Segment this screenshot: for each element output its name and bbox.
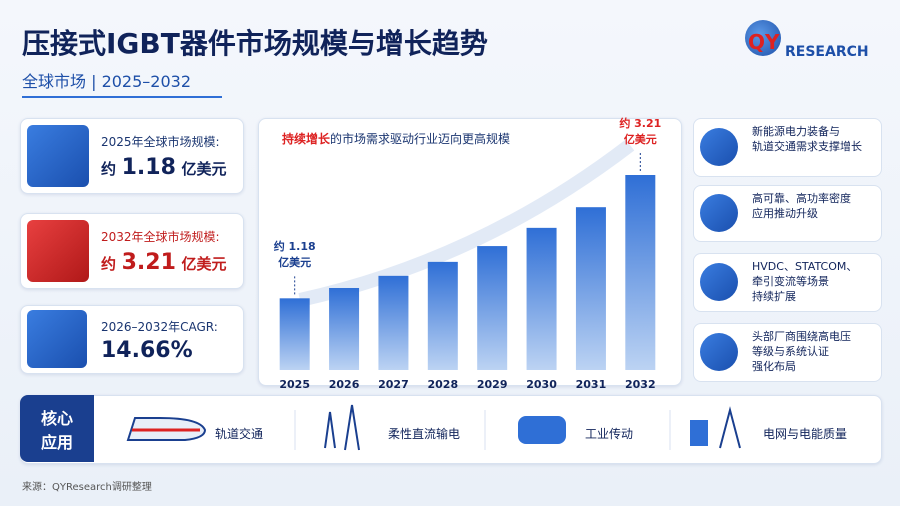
application: 柔性直流输电 — [388, 427, 461, 441]
application: 轨道交通 — [215, 427, 264, 441]
driver-icon — [700, 332, 738, 371]
driver-text: 头部厂商围绕高电压 等级与系统认证 强化布局 — [752, 330, 851, 373]
stat-card: 2026–2032年CAGR: 14.66% — [20, 305, 244, 374]
icon — [27, 125, 89, 187]
x-tick-label: 2030 — [526, 378, 557, 391]
driver-text: HVDC、STATCOM、 牵引变流等场景 持续扩展 — [752, 260, 858, 303]
underline — [22, 96, 222, 98]
bar — [477, 246, 508, 370]
bar — [279, 298, 310, 370]
stat-card: 2025年全球市场规模: 约 1.18 亿美元 — [20, 118, 244, 194]
x-tick-label: 2031 — [576, 378, 607, 391]
bar — [329, 287, 360, 370]
driver-text: 新能源电力装备与 轨道交通需求支撑增长 — [752, 125, 862, 153]
driver-icon — [700, 127, 738, 166]
x-tick-label: 2025 — [279, 378, 310, 391]
bar — [575, 207, 606, 370]
bar — [526, 227, 557, 370]
logo-globe — [745, 20, 781, 56]
footer: 来源：QYResearch调研整理 — [22, 482, 152, 493]
trend-arrow — [298, 139, 635, 307]
prefix: 约 — [101, 255, 117, 273]
driver-icon — [700, 262, 738, 301]
grid-tower — [719, 406, 741, 449]
x-tick-label: 2026 — [329, 378, 360, 391]
title: 压接式IGBT器件市场规模与增长趋势 — [22, 27, 488, 60]
tower-icon — [324, 404, 360, 451]
icon — [27, 310, 87, 368]
chart-title-highlight: 持续增长 — [282, 132, 331, 146]
bar — [625, 175, 656, 370]
driver-icon — [700, 193, 738, 232]
motor-icon — [518, 416, 566, 444]
icon — [27, 220, 89, 282]
prefix: 约 — [101, 160, 117, 178]
unit: 亿美元 — [181, 160, 227, 178]
value-label: 约 3.21 亿美元 — [619, 117, 662, 146]
stat-label: 2026–2032年CAGR: — [101, 320, 218, 334]
subtitle: 全球市场 | 2025–2032 — [22, 72, 192, 91]
logo-text: RESEARCH — [785, 44, 869, 60]
driver-card — [693, 323, 882, 382]
value: 1.18 — [121, 155, 176, 180]
chart-title-rest: 的市场需求驱动行业迈向更高规模 — [330, 132, 511, 146]
x-tick-label: 2027 — [378, 378, 409, 391]
stat-label: 2025年全球市场规模: — [101, 135, 220, 149]
value: 3.21 — [121, 250, 176, 275]
grid-icon — [690, 420, 708, 446]
stat-value: 14.66% — [101, 338, 193, 363]
driver-text: 高可靠、高功率密度 应用推动升级 — [752, 192, 851, 220]
applications-title: 核心 应用 — [20, 395, 94, 462]
application: 电网与电能质量 — [763, 427, 848, 441]
chart-title: 持续增长的市场需求驱动行业迈向更高规模 — [282, 130, 510, 147]
stat-card: 2032年全球市场规模: 约 3.21 亿美元 — [20, 213, 244, 289]
stat-label: 2032年全球市场规模: — [101, 230, 220, 244]
unit: 亿美元 — [181, 255, 227, 273]
x-tick-label: 2032 — [625, 378, 656, 391]
x-tick-label: 2029 — [477, 378, 508, 391]
stat-value: 约 1.18 亿美元 — [101, 155, 226, 180]
bar — [427, 261, 458, 370]
bar — [378, 275, 409, 370]
stat-value: 约 3.21 亿美元 — [101, 250, 226, 275]
value-label: 约 1.18 亿美元 — [273, 240, 316, 270]
logo-mark: QY — [748, 30, 780, 54]
x-tick-label: 2028 — [428, 378, 459, 391]
application: 工业传动 — [585, 427, 634, 441]
